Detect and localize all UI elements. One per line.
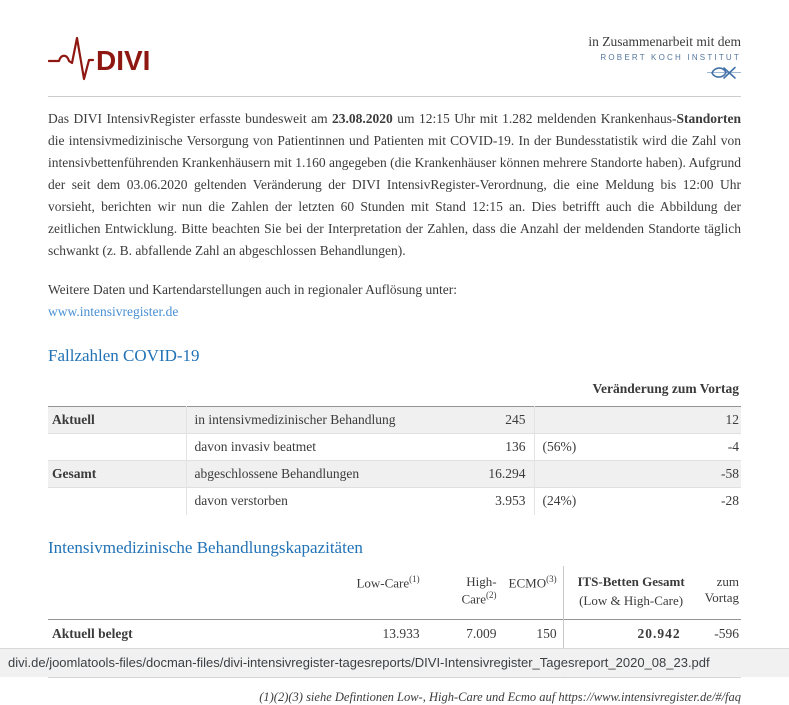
section-title-fallzahlen: Fallzahlen COVID-19 <box>48 346 200 365</box>
rki-logo-icon <box>588 63 741 88</box>
row-pct <box>534 407 596 434</box>
rki-block: in Zusammenarbeit mit dem ROBERT KOCH IN… <box>588 30 741 88</box>
row-value: 16.294 <box>454 460 535 488</box>
row-desc: abgeschlossene Behandlungen <box>194 466 360 481</box>
row-label: Aktuell belegt <box>52 625 133 641</box>
row-change: -28 <box>721 493 739 509</box>
row-change: 12 <box>725 412 740 427</box>
table-row: davon invasiv beatmet 136 (56%) -4 <box>48 433 741 461</box>
row-ecmo: 150 <box>536 625 557 641</box>
header-empty <box>48 566 318 620</box>
more-info: Weitere Daten und Kartendarstellungen au… <box>48 279 741 323</box>
footnote: (1)(2)(3) siehe Defintionen Low-, High-C… <box>259 689 741 704</box>
table-row: Gesamt abgeschlossene Behandlungen 16.29… <box>48 460 741 488</box>
table-row: Aktuell belegt 13.933 7.009 150 20.942 -… <box>48 619 741 648</box>
row-change: -4 <box>727 439 739 454</box>
row-value: 245 <box>454 406 535 434</box>
row-change: -58 <box>721 466 739 481</box>
cooperation-text: in Zusammenarbeit mit dem <box>588 34 741 49</box>
row-desc: davon verstorben <box>194 493 288 509</box>
header-its-sub: (Low & High-Care) <box>579 592 684 608</box>
table-header-row: Low-Care(1) High-Care(2) ECMO(3) ITS-Bet… <box>48 565 741 620</box>
row-desc: in intensivmedizinischer Behandlung <box>194 412 396 427</box>
row-value: 136 <box>454 433 535 461</box>
table-row: Aktuell in intensivmedizinischer Behandl… <box>48 406 741 434</box>
header-divider <box>48 96 741 97</box>
intro-paragraph: Das DIVI IntensivRegister erfasste bunde… <box>48 111 741 258</box>
row-pct: (56%) <box>542 439 577 454</box>
row-group: Aktuell <box>48 406 187 434</box>
report-date: 23.08.2020 <box>332 111 393 126</box>
intro-text: Das DIVI IntensivRegister erfasste bunde… <box>48 111 333 126</box>
header-its-gesamt: ITS-Betten Gesamt (Low & High-Care) <box>562 565 699 619</box>
standorte-emphasis: Standorten <box>676 111 741 126</box>
rki-institute-name: ROBERT KOCH INSTITUT <box>600 53 741 62</box>
intensivregister-link[interactable]: www.intensivregister.de <box>48 304 179 319</box>
header-high-care: High-Care(2) <box>461 573 497 606</box>
divi-ekg-icon: DIVI <box>47 30 160 87</box>
more-info-text: Weitere Daten und Kartendarstellungen au… <box>48 282 458 297</box>
row-low-care: 13.933 <box>382 625 420 641</box>
row-high-care: 7.009 <box>466 625 497 641</box>
section-title-kapazitaeten: Intensivmedizinische Behandlungskapazitä… <box>48 537 363 557</box>
header-zum-vortag: zum Vortag <box>704 573 740 605</box>
fallzahlen-table: Aktuell in intensivmedizinischer Behandl… <box>48 406 741 515</box>
change-column-header: Veränderung zum Vortag <box>592 381 739 396</box>
row-group <box>48 487 187 515</box>
row-value: 3.953 <box>454 487 535 515</box>
divi-logo: DIVI <box>47 30 160 87</box>
row-its-gesamt: 20.942 <box>562 619 699 648</box>
row-desc: davon invasiv beatmet <box>194 439 316 454</box>
row-zum-vortag: -596 <box>714 625 739 641</box>
report-header: DIVI in Zusammenarbeit mit dem ROBERT KO… <box>47 0 741 88</box>
table-row: davon verstorben 3.953 (24%) -28 <box>48 487 741 515</box>
row-pct <box>534 461 596 488</box>
header-low-care: Low-Care(1) <box>356 573 420 590</box>
status-url-text: divi.de/joomlatools-files/docman-files/d… <box>8 655 710 670</box>
divi-logo-text: DIVI <box>96 45 150 76</box>
row-group: Gesamt <box>48 460 187 488</box>
browser-status-bar: divi.de/joomlatools-files/docman-files/d… <box>0 648 789 677</box>
row-group <box>48 433 187 461</box>
row-pct: (24%) <box>542 493 577 509</box>
header-ecmo: ECMO(3) <box>508 573 557 590</box>
